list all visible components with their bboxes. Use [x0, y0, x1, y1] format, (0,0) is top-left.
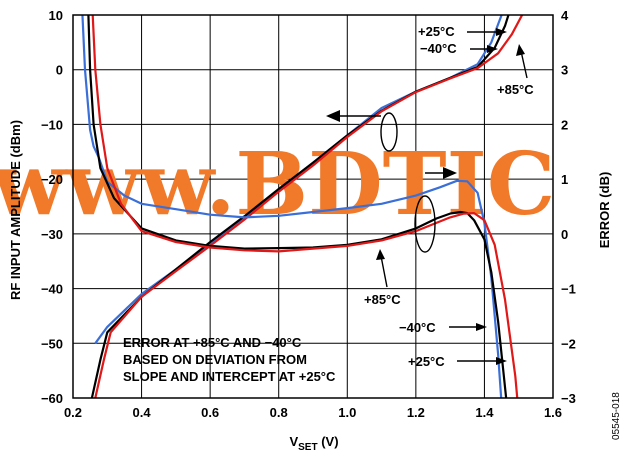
error-line-85C [91, 15, 519, 398]
label-25c-bottom: +25°C [408, 354, 445, 369]
leader-85-mid [380, 255, 388, 288]
x-axis-label: VSET (V) [289, 434, 338, 453]
y-tick-label-left: −10 [41, 117, 63, 132]
leader-85-top [520, 50, 528, 79]
y-tick-label-left: −40 [41, 282, 63, 297]
y-axis-label-left: RF INPUT AMPLITUDE (dBm) [8, 120, 23, 300]
transfer-line-85C [94, 15, 524, 398]
y-tick-label-right: 1 [561, 172, 568, 187]
label-minus40c-bottom: −40°C [399, 320, 436, 335]
note-line-1: ERROR AT +85°C AND −40°C [123, 335, 302, 350]
x-tick-label: 1.2 [407, 405, 425, 420]
y-tick-label-left: 0 [56, 63, 63, 78]
y-tick-label-right: −1 [561, 282, 576, 297]
left-axis-ellipse [380, 112, 398, 152]
x-axis-label-unit: (V) [318, 434, 339, 449]
watermark: www.BDTIC [0, 134, 555, 235]
y-tick-label-right: 0 [561, 227, 568, 242]
leader-25-top-head [496, 28, 507, 36]
label-minus40c-top: −40°C [420, 41, 457, 56]
x-tick-label: 1.0 [338, 405, 356, 420]
y-axis-label-right: ERROR (dB) [597, 172, 612, 249]
leader-25-bottom-head [496, 357, 507, 365]
x-tick-label: 0.8 [270, 405, 288, 420]
y-tick-label-left: −30 [41, 227, 63, 242]
y-tick-label-left: −50 [41, 336, 63, 351]
right-axis-arrowhead [443, 167, 457, 179]
x-axis-label-sub: SET [298, 442, 317, 453]
left-axis-arrowhead [326, 110, 340, 122]
x-tick-label: 0.6 [201, 405, 219, 420]
leader-40-top-head [487, 45, 498, 53]
label-25c-top: +25°C [418, 24, 455, 39]
note-line-2: BASED ON DEVIATION FROM [123, 352, 307, 367]
x-axis-label-main: V [289, 434, 298, 449]
y-tick-label-left: −20 [41, 172, 63, 187]
leader-40-bottom-head [476, 323, 487, 331]
figure-id: 05545-018 [611, 392, 622, 440]
leader-85-top-head [516, 44, 525, 56]
annotations [326, 28, 528, 365]
y-tick-label-left: −60 [41, 391, 63, 406]
y-tick-label-right: −3 [561, 391, 576, 406]
x-tick-label: 1.4 [475, 405, 494, 420]
label-85c-top: +85°C [497, 82, 534, 97]
annotation-labels: +25°C −40°C +85°C +85°C −40°C +25°C ERRO… [123, 24, 534, 384]
y-tick-label-right: 3 [561, 63, 568, 78]
x-tick-label: 0.4 [133, 405, 152, 420]
grid [72, 14, 554, 399]
x-tick-label: 1.6 [544, 405, 562, 420]
y-tick-label-right: 4 [561, 8, 569, 23]
axis-labels: RF INPUT AMPLITUDE (dBm) ERROR (dB) VSET… [8, 120, 612, 453]
tick-labels: 0.2 0.4 0.6 0.8 1.0 1.2 1.4 1.6100−10−20−30−40−… [41, 8, 576, 420]
plot-frame [72, 14, 554, 399]
y-tick-label-left: 10 [49, 8, 63, 23]
label-85c-mid: +85°C [364, 292, 401, 307]
x-tick-label: 0.2 [64, 405, 82, 420]
right-axis-ellipse [414, 195, 436, 253]
y-tick-label-right: −2 [561, 336, 576, 351]
note-line-3: SLOPE AND INTERCEPT AT +25°C [123, 369, 336, 384]
y-tick-label-right: 2 [561, 117, 568, 132]
series-group [81, 15, 524, 398]
leader-85-mid-head [376, 249, 385, 260]
